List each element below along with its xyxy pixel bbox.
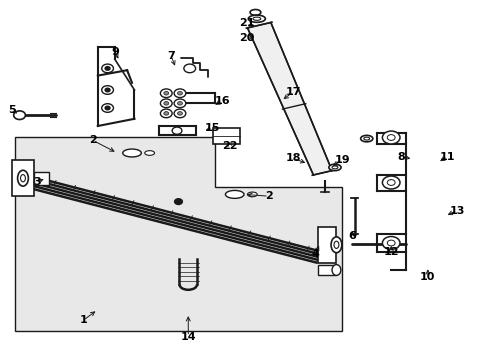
Ellipse shape [331, 166, 337, 169]
Bar [12, 160, 34, 196]
Circle shape [174, 109, 185, 118]
Text: 5: 5 [8, 105, 16, 115]
Ellipse shape [249, 9, 260, 15]
Circle shape [382, 237, 399, 249]
Text: 17: 17 [285, 87, 301, 97]
Text: 21: 21 [239, 18, 254, 28]
Circle shape [163, 102, 168, 105]
Circle shape [160, 99, 172, 108]
Ellipse shape [225, 190, 244, 198]
Ellipse shape [252, 17, 260, 20]
Text: 1: 1 [79, 315, 87, 325]
Ellipse shape [248, 15, 265, 22]
Circle shape [172, 127, 182, 134]
Circle shape [382, 131, 399, 144]
Text: 15: 15 [204, 123, 220, 133]
Ellipse shape [363, 137, 369, 140]
Ellipse shape [360, 135, 372, 142]
Circle shape [105, 67, 110, 70]
Bar [212, 128, 239, 144]
Text: 6: 6 [347, 231, 355, 241]
Circle shape [102, 104, 113, 112]
Ellipse shape [331, 265, 340, 275]
Text: 12: 12 [383, 247, 398, 257]
Polygon shape [15, 137, 342, 331]
Ellipse shape [20, 175, 25, 182]
Polygon shape [247, 22, 331, 175]
Circle shape [177, 112, 182, 115]
Circle shape [14, 111, 25, 120]
Text: 16: 16 [214, 96, 230, 106]
Circle shape [163, 91, 168, 95]
Text: 2: 2 [89, 135, 97, 145]
Circle shape [174, 89, 185, 98]
Bar [317, 265, 336, 275]
Text: 2: 2 [264, 191, 272, 201]
Circle shape [386, 240, 394, 246]
Circle shape [160, 109, 172, 118]
Circle shape [105, 88, 110, 92]
Circle shape [177, 91, 182, 95]
Circle shape [386, 135, 394, 140]
Text: 18: 18 [285, 153, 301, 163]
Text: 8: 8 [396, 152, 404, 162]
Circle shape [382, 176, 399, 189]
Text: 13: 13 [448, 206, 464, 216]
Circle shape [177, 102, 182, 105]
Circle shape [160, 89, 172, 98]
Ellipse shape [122, 149, 141, 157]
Text: 9: 9 [111, 47, 119, 57]
Text: 4: 4 [311, 249, 319, 259]
Text: 3: 3 [33, 177, 41, 187]
Text: 20: 20 [239, 33, 254, 43]
Circle shape [386, 180, 394, 185]
Ellipse shape [18, 170, 28, 186]
Ellipse shape [330, 237, 341, 253]
Ellipse shape [333, 241, 338, 248]
Text: 7: 7 [167, 51, 175, 61]
Circle shape [102, 86, 113, 94]
Circle shape [183, 64, 195, 73]
Ellipse shape [328, 164, 341, 171]
Circle shape [102, 64, 113, 73]
Circle shape [174, 99, 185, 108]
Text: 11: 11 [439, 152, 454, 162]
Bar [34, 172, 49, 185]
Text: 14: 14 [180, 332, 196, 342]
Text: 19: 19 [334, 155, 349, 165]
Circle shape [163, 112, 168, 115]
Text: 10: 10 [419, 272, 435, 282]
Ellipse shape [247, 192, 257, 197]
Text: 22: 22 [222, 141, 237, 151]
Ellipse shape [144, 151, 154, 156]
Circle shape [174, 199, 182, 204]
Bar [317, 227, 336, 263]
Circle shape [105, 106, 110, 110]
